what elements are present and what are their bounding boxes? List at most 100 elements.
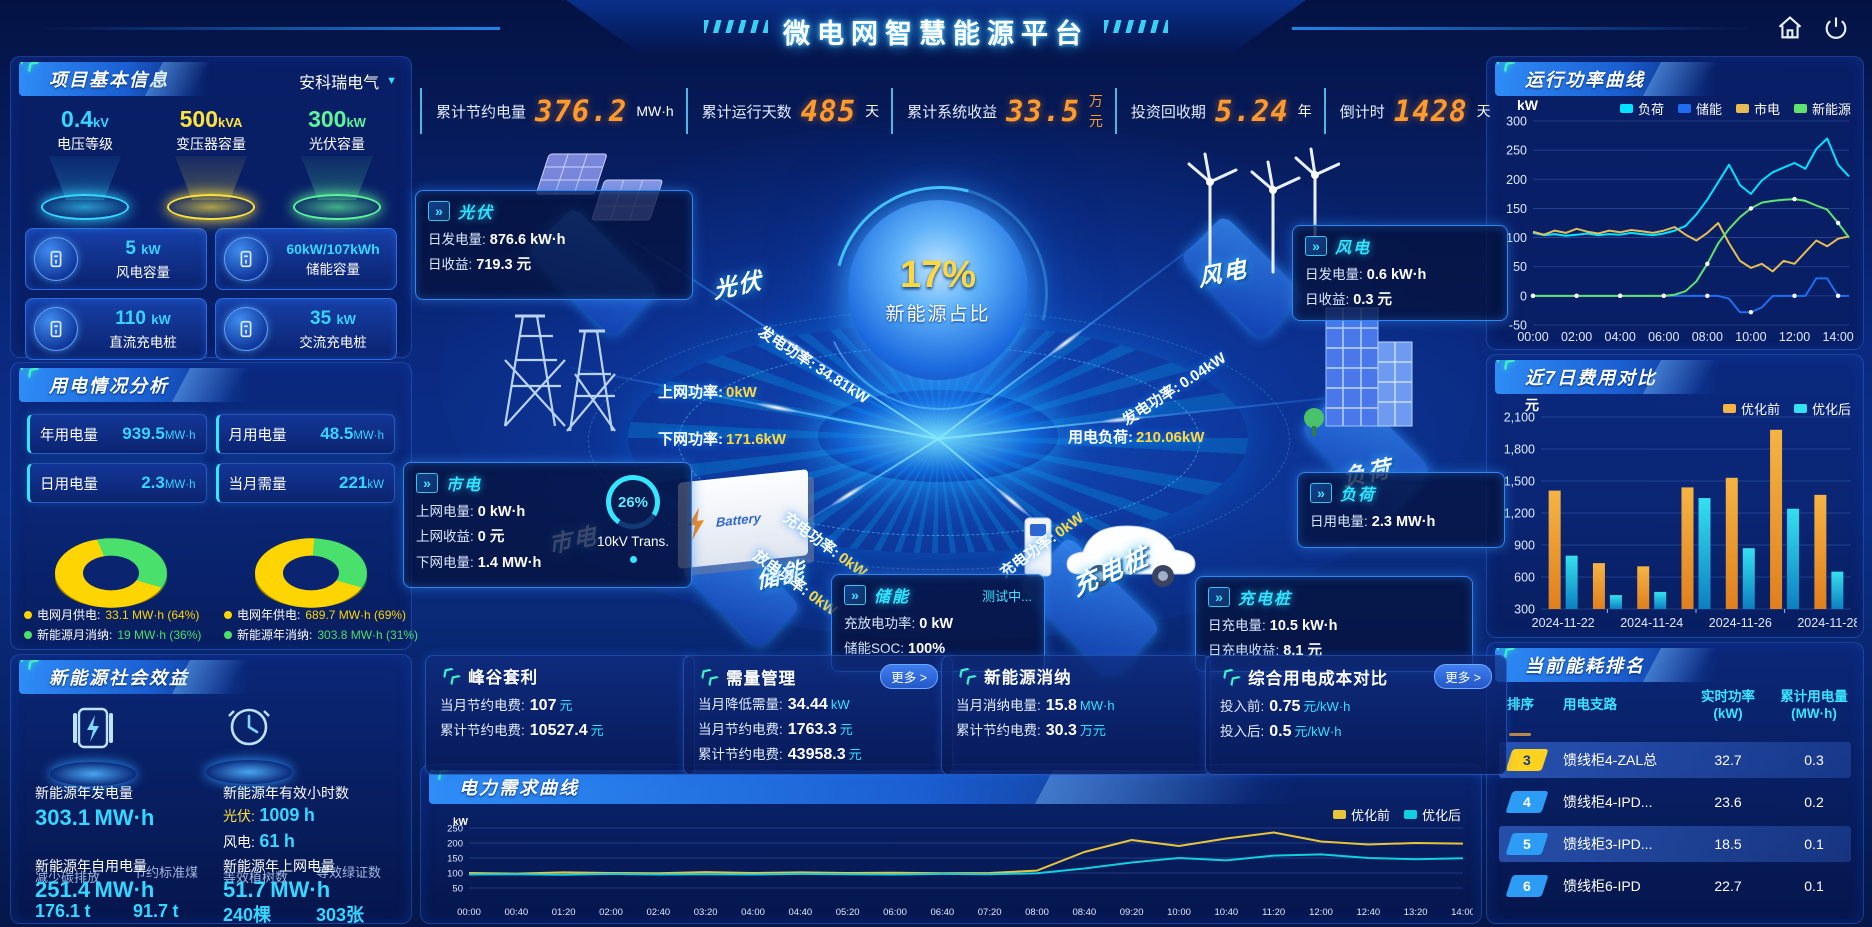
svg-text:04:00: 04:00 [1605, 330, 1636, 344]
box-corner-icon: ❯❯ [695, 664, 721, 689]
spotlight-value: 300kW [308, 106, 366, 132]
spotlight-value: 500kVA [179, 106, 243, 132]
more-button[interactable]: 更多 > [880, 664, 938, 689]
legend-item[interactable]: 负荷 [1619, 99, 1664, 118]
header-slash-left [704, 20, 768, 33]
panel-header: ❯❯ 运行功率曲线 [1495, 62, 1758, 96]
svg-text:06:40: 06:40 [930, 907, 954, 918]
scroll-indicator [1509, 732, 1531, 736]
infobox-load: » 负荷 日用电量: 2.3 MW·h [1297, 472, 1505, 548]
node-label-pv: 光伏 [712, 266, 765, 304]
spotlight-label: 电压等级 [57, 136, 113, 152]
legend-item[interactable]: 优化前 [1332, 805, 1390, 824]
more-button[interactable]: 更多 > [1434, 664, 1492, 689]
flow-label: 上网功率: [658, 384, 723, 401]
chevron-right-icon: » [1310, 483, 1332, 503]
svg-text:0: 0 [1520, 289, 1527, 303]
home-icon[interactable] [1776, 14, 1804, 42]
feed-in-value: 51.7 MW·h [223, 877, 331, 902]
svg-text:00:00: 00:00 [1517, 330, 1548, 344]
kpi-unit: MW·h [636, 103, 674, 119]
svg-text:06:00: 06:00 [883, 907, 907, 918]
company-selector[interactable]: 安科瑞电气 ▼ [299, 69, 397, 93]
card-label: 交流充电桩 [299, 334, 367, 350]
infobox-grid: » 市电 上网电量: 0 kW·h 上网收益: 0 元下网电量: 1.4 MW·h 26… [403, 462, 692, 588]
card-value: 60kW/107kWh [286, 240, 380, 257]
infobox-row: 日发电量: 0.6 kW·h [1305, 267, 1427, 283]
cert-label: 等效绿证数 [316, 865, 382, 880]
svg-text:02:00: 02:00 [1561, 330, 1592, 344]
usage-stat-box: 月用电量 48.5MW·h [215, 414, 395, 454]
branch-name: 馈线柜4-ZAL总 [1563, 751, 1658, 768]
infobox-title: 市电 [446, 477, 483, 494]
panel-title: 近7日费用对比 [1525, 368, 1658, 388]
svg-text:14:00: 14:00 [1822, 330, 1853, 344]
pedestal-base [50, 762, 136, 786]
svg-text:03:20: 03:20 [694, 907, 718, 918]
rank-badge: 5 [1505, 832, 1549, 855]
rank-badge: 6 [1505, 874, 1549, 897]
pv-hours: 光伏: 1009 h [223, 805, 315, 825]
donut-chart: 电网年供电: 689.7 MW·h (69%) 新能源年消纳: 303.8 MW·h… [218, 517, 418, 643]
app-header: 微电网智慧能源平台 [0, 0, 1872, 58]
svg-text:2,100: 2,100 [1504, 411, 1535, 425]
generation-pedestal [33, 703, 153, 786]
realtime-power: 23.6 [1714, 793, 1742, 810]
table-row[interactable]: 3 馈线柜4-ZAL总 32.7 0.3 [1499, 741, 1851, 778]
table-row[interactable]: 4 馈线柜4-IPD... 23.6 0.2 [1499, 784, 1851, 820]
metric-row: 投入后: 0.5 元/kW·h [1220, 723, 1342, 740]
legend-item[interactable]: 新能源 [1793, 99, 1851, 118]
page-title: 微电网智慧能源平台 [783, 19, 1089, 49]
branch-name: 馈线柜3-IPD... [1563, 835, 1653, 852]
kpi-stat: 倒计时 1428 天 [1323, 88, 1503, 134]
legend-item[interactable]: 优化前 [1722, 399, 1780, 418]
svg-text:1,800: 1,800 [1504, 443, 1535, 457]
demand-legend: 优化前 优化后 [1332, 805, 1461, 824]
kpi-label: 累计节约电量 [436, 103, 527, 121]
energy-flow-scene: 17% 新能源占比 [420, 138, 1480, 679]
metric-row: 当月节约电费: 1763.3 元 [698, 721, 853, 738]
infobox-title: 储能 [874, 589, 911, 606]
stat-value: 939.5MW·h [122, 424, 196, 443]
svg-text:250: 250 [447, 823, 463, 834]
infobox-wind: » 风电 日发电量: 0.6 kW·h 日收益: 0.3 元 [1292, 225, 1508, 321]
run-power-legend: 负荷 储能 市电 新能源 [1619, 99, 1851, 118]
svg-text:02:00: 02:00 [599, 907, 623, 918]
self-use-value: 251.4 MW·h [35, 877, 155, 902]
svg-text:06:00: 06:00 [1648, 330, 1679, 344]
capacity-cards: 5 kW 风电容量 60kW/107kWh 储能容量 110 kW 直流充电桩 … [11, 220, 411, 360]
usage-stat-boxes: 年用电量 939.5MW·h 月用电量 48.5MW·h 日用电量 2.3MW·h 当月需量… [11, 402, 411, 503]
infobox-title: 光伏 [458, 205, 495, 222]
usage-stat-box: 年用电量 939.5MW·h [27, 414, 207, 454]
usage-stat-box: 日用电量 2.3MW·h [27, 463, 207, 503]
legend-item[interactable]: 优化后 [1793, 399, 1851, 418]
box-corner-icon: ❯❯ [953, 663, 979, 689]
box-corner-icon: ❯❯ [437, 663, 463, 689]
panel-corner-icon: ❯❯ [1490, 347, 1517, 374]
flow-grid-export: 上网功率: 0kW [658, 381, 757, 402]
table-row[interactable]: 6 馈线柜6-IPD 22.7 0.1 [1499, 868, 1851, 904]
power-icon[interactable] [1822, 14, 1850, 42]
ranking-header: 实时功率 (kW) [1701, 689, 1755, 721]
total-energy: 0.1 [1804, 835, 1824, 852]
infobox-row: 充放电功率: 0 kW [844, 616, 954, 632]
metric-row: 投入前: 0.75 元/kW·h [1220, 698, 1351, 715]
table-row[interactable]: 5 馈线柜3-IPD... 18.5 0.1 [1499, 825, 1851, 862]
legend-item[interactable]: 优化后 [1403, 805, 1461, 824]
legend-item[interactable]: 储能 [1677, 99, 1722, 118]
donut-chart: 电网月供电: 33.1 MW·h (64%) 新能源月消纳: 19 MW·h (36… [18, 517, 204, 643]
card-value: 110 kW [115, 307, 171, 329]
metric-row: 当月降低需量: 34.44 kW [698, 696, 850, 713]
infobox-row: 日收益: 719.3 元 [428, 257, 532, 273]
hours-pedestal [189, 703, 309, 784]
pager-dot[interactable] [629, 556, 637, 563]
ranking-header: 累计用电量 (MW·h) [1780, 689, 1848, 721]
svg-text:14:00: 14:00 [1451, 907, 1473, 918]
svg-text:100: 100 [447, 868, 463, 879]
pedestal-base [206, 760, 292, 784]
legend-item[interactable]: 市电 [1735, 99, 1780, 118]
clock-icon [228, 708, 270, 746]
card-label: 储能容量 [306, 261, 360, 277]
